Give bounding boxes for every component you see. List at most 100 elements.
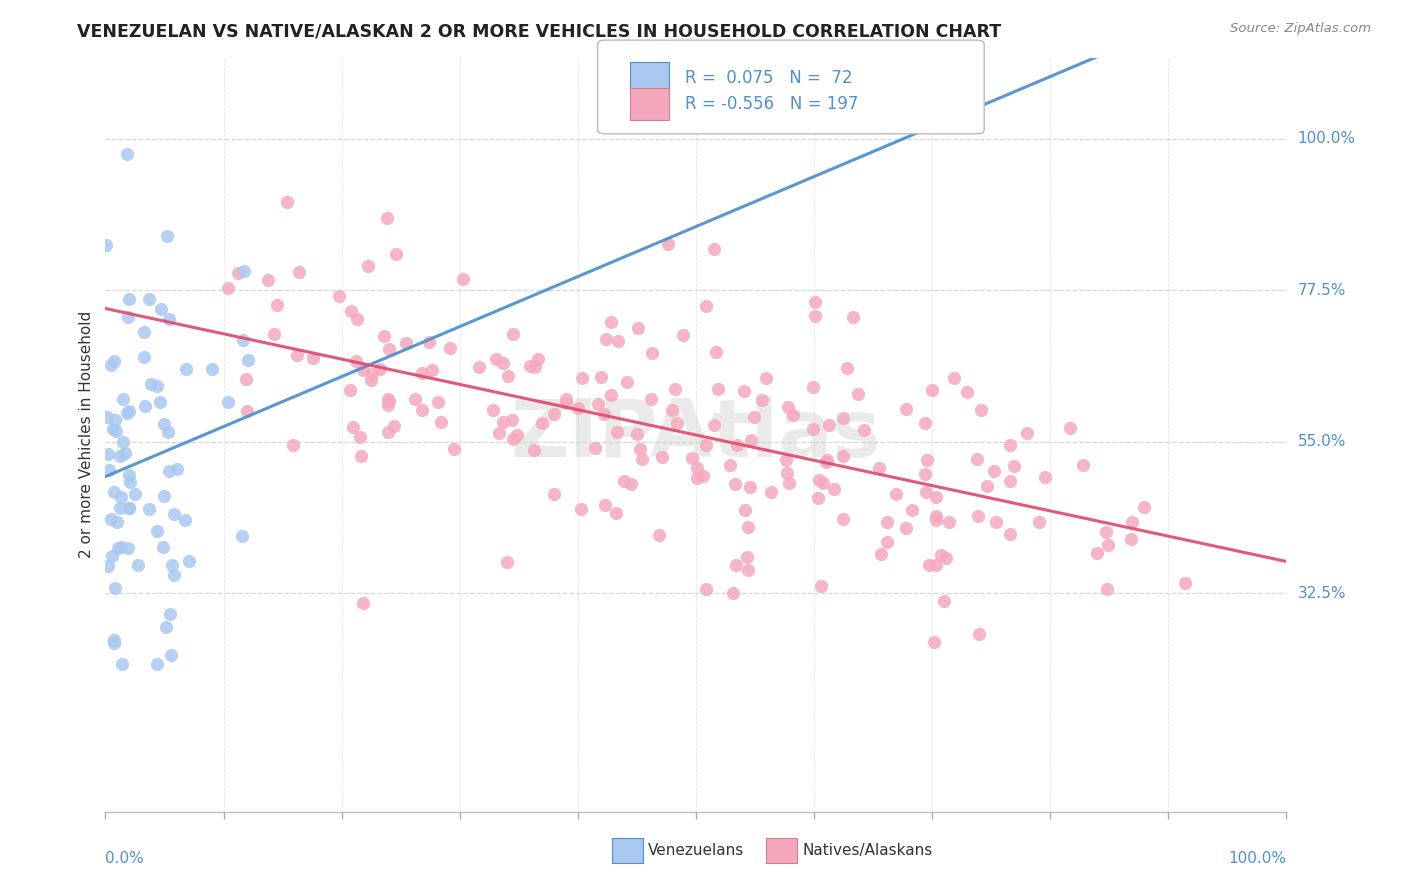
Point [740,433,762,447]
Point [110,540,132,554]
Point [626,426,648,441]
Point [807,491,830,506]
Point [605,506,627,520]
Point [418,334,440,349]
Point [357,260,380,274]
Point [657,236,679,251]
Point [918,558,941,572]
Point [152,540,174,554]
Point [110,449,132,463]
Point [967,509,990,524]
Point [641,346,664,360]
Point [703,243,725,257]
Point [651,450,673,464]
Point [98,463,121,477]
Point [153,489,176,503]
Point [339,384,361,398]
Point [1174,576,1197,591]
Point [159,607,181,621]
Text: 0.0%: 0.0% [105,851,145,865]
Point [200,361,222,376]
Point [443,442,465,456]
Point [848,387,870,401]
Point [302,351,325,365]
Point [620,476,643,491]
Point [492,415,515,429]
Point [103,636,125,650]
Point [778,476,800,491]
Point [808,473,831,487]
Point [156,425,179,439]
Point [156,229,179,244]
Point [426,395,449,409]
Point [149,394,172,409]
Text: ZIPAtlas: ZIPAtlas [510,396,882,474]
Point [527,351,550,366]
Point [876,535,898,549]
Point [134,399,156,413]
Point [111,435,134,450]
Point [555,396,578,410]
Point [1071,458,1094,473]
Point [627,321,650,335]
Point [153,417,176,432]
Point [232,264,254,278]
Point [810,579,832,593]
Point [124,487,146,501]
Point [815,452,838,467]
Point [567,401,589,415]
Point [1002,458,1025,473]
Point [467,359,489,374]
Point [588,396,610,410]
Point [506,428,529,442]
Point [117,541,139,556]
Y-axis label: 2 or more Vehicles in Household: 2 or more Vehicles in Household [79,311,94,558]
Point [105,515,128,529]
Point [110,501,132,516]
Point [737,562,759,576]
Point [803,295,825,310]
Point [174,361,197,376]
Point [976,479,998,493]
Point [1059,421,1081,435]
Point [377,392,399,407]
Point [100,512,122,526]
Point [138,293,160,307]
Point [605,425,627,440]
Point [869,547,891,561]
Point [502,432,524,446]
Point [835,360,858,375]
Point [373,329,395,343]
Point [876,516,898,530]
Point [488,425,510,440]
Point [157,465,180,479]
Point [735,550,758,565]
Point [831,512,853,526]
Point [382,419,405,434]
Point [592,408,614,422]
Point [502,327,524,342]
Point [707,382,730,396]
Point [914,467,936,481]
Point [998,438,1021,452]
Point [217,281,239,295]
Point [375,211,398,226]
Point [132,351,155,365]
Point [283,438,305,452]
Point [378,343,401,357]
Point [775,452,797,467]
Point [138,502,160,516]
Point [328,288,350,302]
Point [346,353,368,368]
Point [256,273,278,287]
Point [925,558,948,573]
Point [543,486,565,500]
Point [969,627,991,641]
Point [628,442,651,456]
Point [740,480,762,494]
Point [495,555,517,569]
Point [686,471,709,485]
Point [823,483,845,497]
Point [453,272,475,286]
Point [776,400,799,414]
